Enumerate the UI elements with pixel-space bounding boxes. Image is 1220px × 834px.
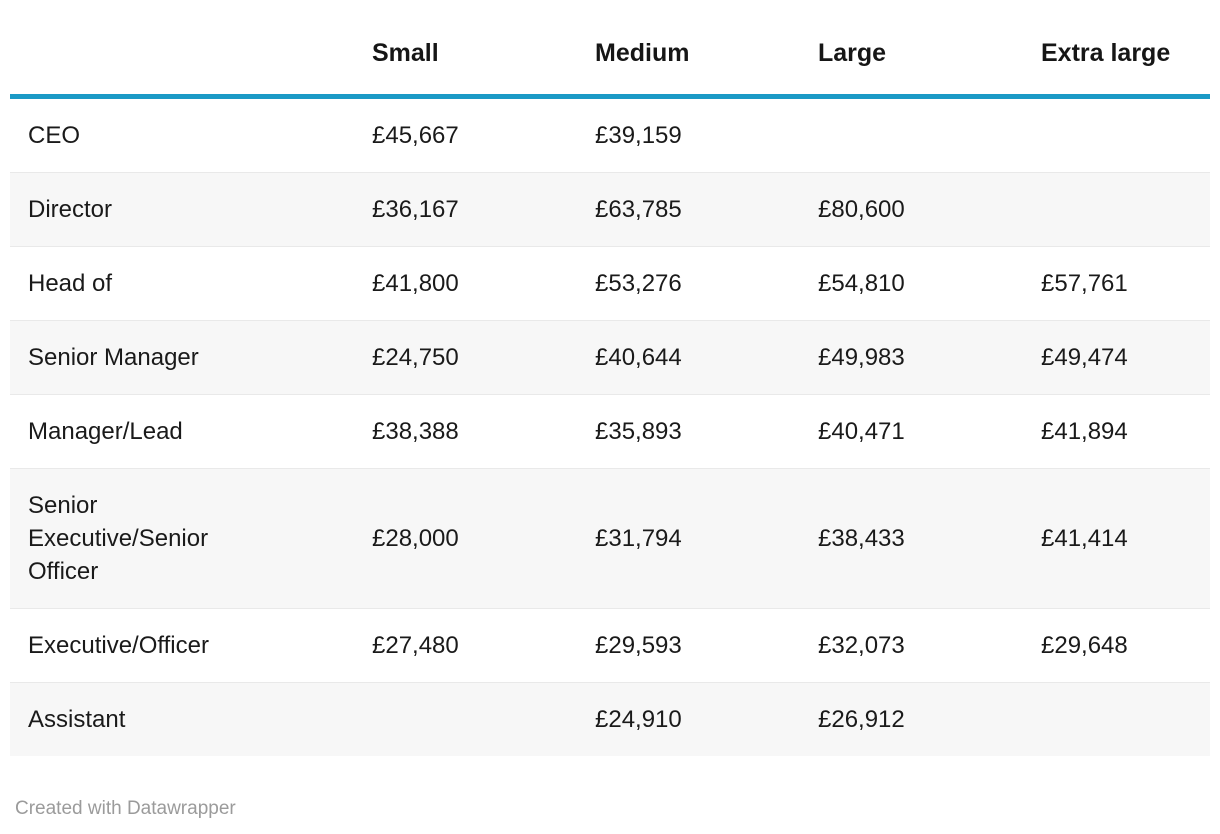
row-label: CEO bbox=[28, 122, 81, 149]
cell-value bbox=[1023, 173, 1210, 247]
row-label: Senior Executive/Senior Officer bbox=[28, 492, 209, 585]
table-row: Manager/Lead £38,388 £35,893 £40,471 £41… bbox=[10, 394, 1210, 469]
cell-value: £41,800 bbox=[372, 270, 459, 297]
cell-value: £40,644 bbox=[595, 344, 682, 371]
cell-value: £80,600 bbox=[818, 196, 905, 223]
row-label: Assistant bbox=[28, 706, 126, 733]
table-row: Executive/Officer £27,480 £29,593 £32,07… bbox=[10, 608, 1210, 683]
table-row: Assistant £24,910 £26,912 bbox=[10, 682, 1210, 757]
header-cell-small: Small bbox=[372, 39, 439, 67]
table-container: Small Medium Large Extra large CEO £45,6… bbox=[10, 0, 1210, 756]
cell-value: £54,810 bbox=[818, 270, 905, 297]
table-row: Senior Executive/Senior Officer £28,000 … bbox=[10, 468, 1210, 609]
cell-value: £35,893 bbox=[595, 418, 682, 445]
cell-value: £24,750 bbox=[372, 344, 459, 371]
cell-value: £49,474 bbox=[1041, 344, 1128, 371]
cell-value bbox=[354, 683, 577, 757]
row-label: Manager/Lead bbox=[28, 418, 183, 445]
cell-value: £26,912 bbox=[818, 706, 905, 733]
cell-value: £53,276 bbox=[595, 270, 682, 297]
row-label: Director bbox=[28, 196, 113, 223]
cell-value: £28,000 bbox=[372, 525, 459, 552]
cell-value: £38,433 bbox=[818, 525, 905, 552]
cell-value: £38,388 bbox=[372, 418, 459, 445]
header-row: Small Medium Large Extra large bbox=[10, 0, 1210, 97]
cell-value: £40,471 bbox=[818, 418, 905, 445]
header-cell-empty bbox=[10, 0, 354, 97]
table-row: Director £36,167 £63,785 £80,600 bbox=[10, 172, 1210, 247]
salary-table: Small Medium Large Extra large CEO £45,6… bbox=[10, 0, 1210, 756]
row-label: Senior Manager bbox=[28, 344, 199, 371]
table-row: Head of £41,800 £53,276 £54,810 £57,761 bbox=[10, 246, 1210, 321]
cell-value: £63,785 bbox=[595, 196, 682, 223]
cell-value: £45,667 bbox=[372, 122, 459, 149]
cell-value: £32,073 bbox=[818, 632, 905, 659]
table-row: CEO £45,667 £39,159 bbox=[10, 97, 1210, 173]
table-header: Small Medium Large Extra large bbox=[10, 0, 1210, 97]
header-cell-large: Large bbox=[818, 39, 887, 67]
attribution-text: Created with Datawrapper bbox=[15, 798, 236, 819]
cell-value bbox=[1023, 683, 1210, 757]
table-row: Senior Manager £24,750 £40,644 £49,983 £… bbox=[10, 320, 1210, 395]
cell-value: £39,159 bbox=[595, 122, 682, 149]
header-cell-extra-large: Extra large bbox=[1041, 39, 1171, 67]
cell-value: £29,593 bbox=[595, 632, 682, 659]
row-label: Executive/Officer bbox=[28, 632, 209, 659]
cell-value: £41,414 bbox=[1041, 525, 1128, 552]
cell-value: £49,983 bbox=[818, 344, 905, 371]
cell-value: £24,910 bbox=[595, 706, 682, 733]
cell-value: £27,480 bbox=[372, 632, 459, 659]
table-body: CEO £45,667 £39,159 Director £36,167 £63… bbox=[10, 97, 1210, 757]
header-cell-medium: Medium bbox=[595, 39, 690, 67]
cell-value bbox=[800, 97, 1023, 173]
row-label: Head of bbox=[28, 270, 113, 297]
cell-value: £29,648 bbox=[1041, 632, 1128, 659]
cell-value: £31,794 bbox=[595, 525, 682, 552]
cell-value bbox=[1023, 97, 1210, 173]
cell-value: £41,894 bbox=[1041, 418, 1128, 445]
cell-value: £57,761 bbox=[1041, 270, 1128, 297]
cell-value: £36,167 bbox=[372, 196, 459, 223]
